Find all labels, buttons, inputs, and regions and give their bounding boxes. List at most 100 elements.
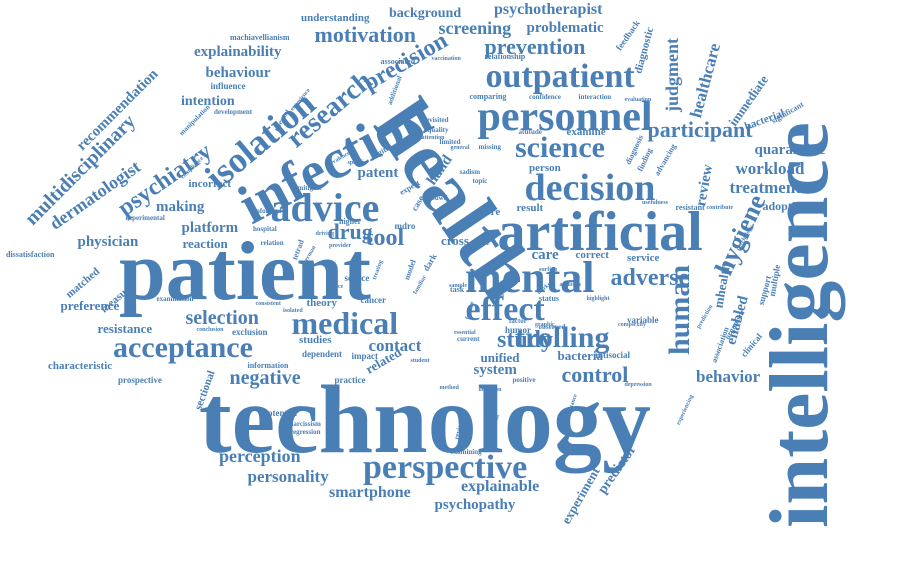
word-status: status (539, 294, 560, 303)
word-judgment: judgment (662, 37, 683, 113)
word-behaviour: behaviour (205, 64, 271, 81)
word-information: information (247, 361, 289, 370)
word-result: result (516, 201, 544, 214)
word-antisocial: antisocial (593, 349, 631, 360)
word-resistance: resistance (97, 320, 153, 336)
word-limited: limited (439, 137, 461, 146)
word-gram: gram (488, 290, 504, 299)
word-mental: mental (465, 253, 595, 302)
word-outpatient: outpatient (485, 58, 635, 95)
word-student: student (410, 358, 430, 364)
word-dark: dark (420, 251, 439, 273)
word-addition: addition (559, 282, 581, 288)
word-prevention: prevention (484, 34, 586, 59)
word-experimental: experimental (125, 213, 165, 222)
word-contact: contact (368, 335, 422, 355)
word-factor: factor (509, 316, 527, 325)
word-observed: observed (538, 322, 566, 331)
word-negative: negative (229, 367, 301, 389)
word-resistant: resistant (675, 203, 705, 212)
word-motivation: motivation (314, 22, 416, 47)
word-inclusion: inclusion (478, 387, 502, 393)
word-perspective: perspective (363, 449, 528, 486)
word-examining: examining (450, 447, 482, 456)
word-comparing: comparing (469, 92, 507, 101)
word-treatment: treatment (729, 177, 801, 197)
word-interaction: interaction (578, 92, 612, 101)
word-bacteria: bacteria (557, 347, 603, 363)
word-drug: drug (327, 219, 373, 244)
word-perception: perception (219, 446, 301, 466)
word-isolated: isolated (283, 308, 303, 314)
word-participant: participant (647, 117, 753, 142)
word-selection: selection (185, 307, 259, 329)
word-complexity: complexity (618, 322, 646, 328)
word-mitigate: mitigate (297, 183, 323, 192)
word-cancer: cancer (360, 294, 386, 305)
word-attitude: attitude (518, 127, 542, 136)
word-treating: treating (371, 259, 385, 281)
word-decision: decision (524, 167, 656, 209)
word-review: review (693, 162, 717, 208)
word-sample: sample (449, 283, 467, 289)
word-mdro: mdro (394, 220, 416, 231)
word-tool: tool (365, 225, 405, 251)
word-evaluation: evaluation (624, 97, 652, 103)
word-healthcare: healthcare (686, 40, 725, 120)
word-preference: preference (60, 297, 120, 313)
word-cross: cross (441, 232, 469, 248)
word-essential: essential (454, 330, 476, 336)
word-workload: workload (735, 158, 805, 178)
word-feedback: feedback (613, 17, 642, 52)
word-diagnostic: diagnostic (632, 25, 657, 75)
word-dissatisfaction: dissatisfaction (6, 250, 55, 259)
word-highlight: highlight (586, 296, 610, 302)
word-provider: provider (329, 243, 352, 249)
word-adverse: adverse (610, 265, 690, 291)
word-science: science (515, 131, 605, 164)
word-development: development (214, 107, 253, 116)
word-machiavellianism: machiavellianism (230, 33, 290, 42)
word-understanding: understanding (301, 11, 370, 24)
word-method: method (439, 385, 459, 391)
word-personnel: personnel (477, 94, 653, 140)
word-conclusion: conclusion (196, 327, 224, 333)
word-hospital: hospital (253, 224, 277, 233)
word-incorrect: incorrect (188, 177, 232, 190)
word-more: more (476, 205, 501, 218)
word-effect: effect (465, 291, 545, 328)
word-screening: screening (438, 18, 512, 38)
word-matched: matched (63, 265, 103, 301)
word-impact: impact (351, 350, 379, 361)
word-technology: technology (199, 366, 651, 474)
word-experiencing: experiencing (675, 393, 695, 427)
word-model: model (401, 258, 418, 282)
word-examination: examination (156, 294, 194, 303)
word-practice: practice (334, 374, 366, 385)
word-medical: medical (291, 305, 399, 341)
word-patent: patent (357, 164, 399, 181)
word-problematic: problematic (526, 19, 604, 36)
word-suwd: suwd (432, 193, 448, 202)
word-humor: humor (505, 324, 532, 335)
word-explainable: explainable (461, 478, 540, 495)
word-familiar: familiar (412, 274, 428, 296)
word-correct: correct (575, 248, 609, 261)
word-study: study (497, 327, 554, 353)
word-quality: quality (427, 125, 449, 134)
word-glance: glance (327, 284, 344, 290)
word-depression: depression (624, 382, 652, 388)
word-relation: relation (260, 238, 284, 247)
word-adoption: adoption (762, 199, 808, 213)
word-side: side (478, 238, 490, 247)
word-psychopathy: psychopathy (434, 496, 516, 513)
word-control: control (561, 362, 629, 387)
word-background: background (389, 6, 462, 21)
word-relationship: relationship (484, 52, 526, 61)
word-making: making (156, 198, 205, 215)
word-unified: unified (480, 349, 520, 365)
word-personality: personality (247, 466, 329, 486)
word-higher: higher (339, 217, 362, 226)
word-associated: associated (380, 57, 416, 66)
